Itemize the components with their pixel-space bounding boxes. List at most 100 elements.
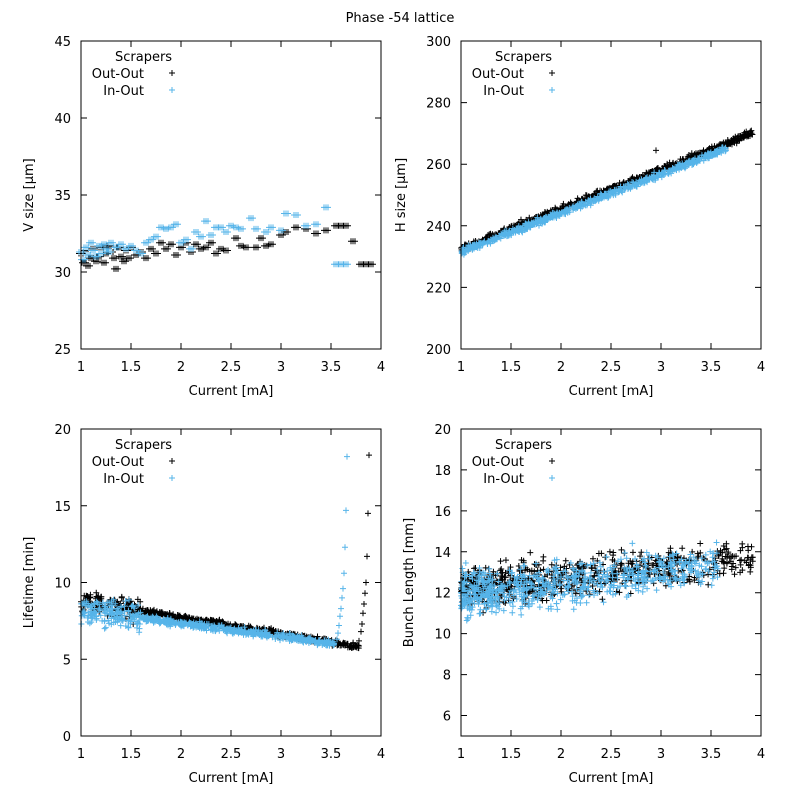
data-point (305, 222, 311, 229)
data-point (514, 228, 521, 235)
data-point (603, 553, 610, 560)
data-point (335, 630, 341, 637)
x-tick-label: 2.5 (601, 360, 622, 375)
y-tick-label: 10 (54, 577, 71, 592)
data-point (220, 224, 226, 231)
data-point (611, 186, 618, 193)
data-point (215, 250, 221, 257)
data-point (720, 146, 727, 153)
legend-marker (549, 475, 555, 481)
data-point (145, 239, 151, 246)
data-point (552, 206, 559, 213)
x-tick-label: 2.5 (601, 747, 622, 762)
data-point (533, 560, 540, 567)
data-point (536, 604, 543, 611)
data-point (677, 156, 684, 163)
data-point (520, 225, 527, 232)
x-axis-label: Current [mA] (189, 771, 274, 786)
data-point (360, 610, 366, 617)
data-point (477, 241, 484, 248)
series-in-out (458, 539, 721, 624)
data-point (285, 210, 291, 217)
data-point (120, 253, 126, 260)
data-point (270, 224, 276, 231)
y-tick-label: 14 (434, 546, 451, 561)
data-point (509, 603, 516, 610)
data-point (664, 170, 671, 177)
data-point (737, 561, 744, 568)
y-tick-label: 300 (426, 35, 451, 50)
x-tick-label: 1.5 (121, 747, 142, 762)
data-point (674, 164, 681, 171)
data-point (578, 199, 585, 206)
legend-entry-label: In-Out (103, 84, 144, 99)
x-axis-label: Current [mA] (569, 384, 654, 399)
data-point (639, 588, 646, 595)
x-tick-label: 3.5 (321, 747, 342, 762)
legend-entry-label: In-Out (103, 472, 144, 487)
data-point (721, 565, 728, 572)
data-point (240, 225, 246, 232)
data-point (488, 608, 495, 615)
data-point (486, 565, 493, 572)
data-point (100, 250, 106, 257)
data-point (94, 594, 101, 601)
data-point (285, 228, 291, 235)
data-point (210, 232, 216, 239)
data-point (175, 221, 181, 228)
data-point (742, 132, 749, 139)
x-tick-label: 1 (77, 360, 85, 375)
y-tick-label: 20 (54, 423, 71, 438)
data-point (342, 544, 348, 551)
data-point (123, 258, 129, 265)
data-point (150, 236, 156, 243)
data-point (344, 453, 350, 460)
data-point (671, 165, 678, 172)
data-point (650, 176, 657, 183)
x-tick-label: 1.5 (501, 747, 522, 762)
data-point (144, 606, 151, 613)
legend-title: Scrapers (495, 438, 552, 453)
data-point (498, 566, 505, 573)
data-point (606, 548, 613, 555)
data-point (134, 596, 141, 603)
y-tick-label: 20 (434, 423, 451, 438)
legend-title: Scrapers (115, 438, 172, 453)
data-point (85, 244, 91, 251)
data-point (554, 606, 561, 613)
data-point (518, 611, 525, 618)
data-point (370, 261, 376, 268)
data-point (612, 191, 619, 198)
data-point (170, 241, 176, 248)
legend-marker (169, 70, 175, 76)
data-point (93, 589, 100, 596)
data-point (715, 149, 722, 156)
legend-marker (549, 458, 555, 464)
figure-title: Phase -54 lattice (346, 11, 455, 26)
data-point (359, 620, 365, 627)
data-point (571, 205, 578, 212)
data-point (600, 599, 607, 606)
x-tick-label: 2.5 (221, 747, 242, 762)
data-point (260, 235, 266, 242)
data-point (87, 252, 93, 259)
y-tick-label: 6 (443, 710, 451, 725)
data-point (245, 244, 251, 251)
data-point (563, 207, 570, 214)
y-tick-label: 25 (54, 343, 71, 358)
y-tick-label: 40 (54, 112, 71, 127)
y-axis-label: Lifetime [min] (22, 537, 37, 629)
data-point (483, 605, 490, 612)
y-tick-label: 12 (434, 587, 451, 602)
data-point (195, 228, 201, 235)
data-point (553, 600, 560, 607)
data-point (736, 557, 743, 564)
legend-entry-label: Out-Out (92, 67, 144, 82)
data-point (90, 239, 96, 246)
data-point (140, 250, 146, 257)
legend-marker (169, 475, 175, 481)
data-point (505, 229, 512, 236)
data-point (87, 594, 94, 601)
data-point (487, 238, 494, 245)
y-axis-label: H size [µm] (394, 158, 409, 232)
